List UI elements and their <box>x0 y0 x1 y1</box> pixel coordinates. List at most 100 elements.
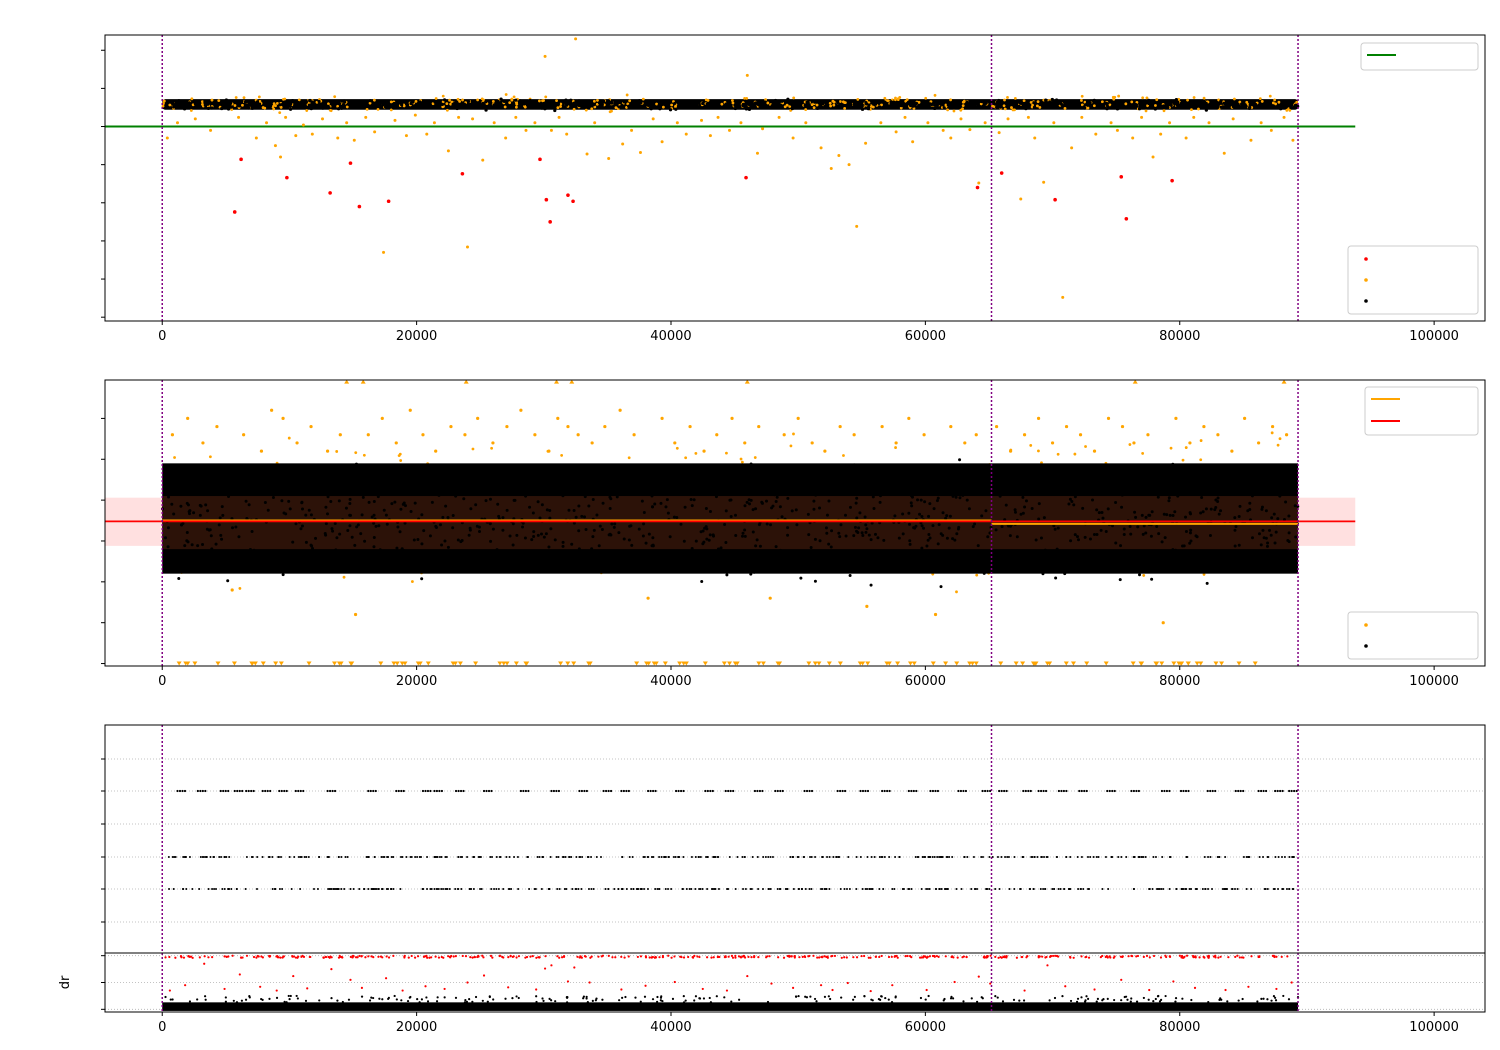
highlighted-point <box>1131 136 1135 140</box>
ok-point <box>600 528 604 532</box>
ok-point <box>352 554 356 558</box>
highlighted-point <box>270 408 274 412</box>
highlighted-point <box>336 104 339 108</box>
ok-point <box>878 494 882 498</box>
ok-point <box>244 499 248 503</box>
ok-point <box>708 509 712 513</box>
flag-point <box>416 856 419 858</box>
dr-high-point <box>924 955 927 958</box>
highlighted-point <box>1100 100 1104 104</box>
ok-point <box>679 490 683 494</box>
ok-point <box>1129 532 1133 536</box>
ok-point <box>335 536 339 540</box>
highlighted-below-marker <box>702 661 708 666</box>
highlighted-point <box>533 433 537 437</box>
flag-point <box>174 856 177 858</box>
flag-point <box>1291 888 1294 890</box>
flag-point <box>814 856 817 858</box>
x-tick-label: 100000 <box>1409 329 1459 344</box>
flag-point <box>706 856 709 858</box>
ok-point <box>1174 97 1178 102</box>
flag-point <box>491 856 494 858</box>
highlighted-point <box>1282 115 1286 119</box>
highlighted-point <box>815 103 819 107</box>
dr-high-point <box>1145 954 1149 957</box>
highlighted-point <box>217 99 221 103</box>
dr-high-point <box>952 956 955 959</box>
highlighted-point <box>519 408 523 412</box>
highlighted-point <box>168 103 172 107</box>
flag-point <box>1006 856 1009 858</box>
highlighted-point <box>1216 433 1220 437</box>
dr-ok-point <box>471 1000 474 1003</box>
not-ok-point <box>232 210 237 214</box>
flag-point <box>223 856 226 858</box>
ok-point <box>844 534 848 538</box>
flag-point <box>1101 888 1104 890</box>
ok-point <box>866 107 871 111</box>
ok-point <box>764 499 768 503</box>
flag-point <box>1013 856 1016 858</box>
ok-point <box>226 579 230 583</box>
highlighted-point <box>646 596 650 600</box>
highlighted-below-marker <box>1084 661 1090 666</box>
not-track-point <box>1085 789 1088 793</box>
highlighted-point <box>1141 96 1145 100</box>
ok-point <box>1165 105 1170 109</box>
not-track-point <box>550 789 553 793</box>
flag-point <box>568 856 571 858</box>
ok-point <box>294 106 299 110</box>
ok-point <box>515 533 519 537</box>
highlighted-point <box>265 121 269 125</box>
highlighted-point <box>365 107 369 111</box>
ok-point <box>446 516 450 520</box>
dr-point <box>259 985 262 988</box>
ok-point <box>189 470 193 474</box>
highlighted-point <box>757 424 761 429</box>
ok-point <box>521 521 525 525</box>
ok-point <box>825 531 829 535</box>
dr-ok-point <box>880 995 883 998</box>
ok-point <box>1114 501 1118 505</box>
ok-point <box>321 106 325 110</box>
dr-point <box>989 982 992 985</box>
ok-point <box>1022 101 1026 106</box>
flag-point <box>938 888 941 890</box>
ok-point <box>1131 558 1135 562</box>
ok-point <box>615 495 619 499</box>
highlighted-point <box>543 54 547 58</box>
ok-point <box>360 513 364 517</box>
flag-point <box>307 856 310 858</box>
flag-point <box>221 888 224 890</box>
not-track-point <box>199 789 202 793</box>
flag-point <box>167 856 170 858</box>
flag-point <box>688 888 691 890</box>
highlighted-point <box>305 109 309 112</box>
ok-point <box>595 513 599 517</box>
ok-point <box>1188 511 1192 515</box>
highlighted-below-marker <box>473 661 479 666</box>
ok-points-core <box>162 496 1299 550</box>
ok-point <box>690 504 694 508</box>
dr-ok-point <box>203 995 207 998</box>
flag-point <box>734 888 737 890</box>
highlighted-point <box>1083 100 1087 104</box>
ok-point <box>359 532 363 536</box>
flag-point <box>1065 856 1068 858</box>
ok-point <box>642 522 646 526</box>
ok-point <box>923 489 927 493</box>
ok-point <box>824 526 828 530</box>
not-track-point <box>1163 789 1166 793</box>
flag-point <box>921 856 924 858</box>
dr-high-point <box>476 955 479 959</box>
ok-point <box>701 529 705 533</box>
dr-ok-point <box>715 995 718 998</box>
ok-point <box>300 500 304 504</box>
ok-point <box>1199 104 1203 108</box>
dr-point <box>1093 988 1096 991</box>
ok-point <box>976 101 980 106</box>
highlighted-below-marker <box>558 661 564 666</box>
ok-point <box>1199 511 1203 515</box>
ok-point <box>543 106 547 111</box>
ok-point <box>754 507 758 511</box>
